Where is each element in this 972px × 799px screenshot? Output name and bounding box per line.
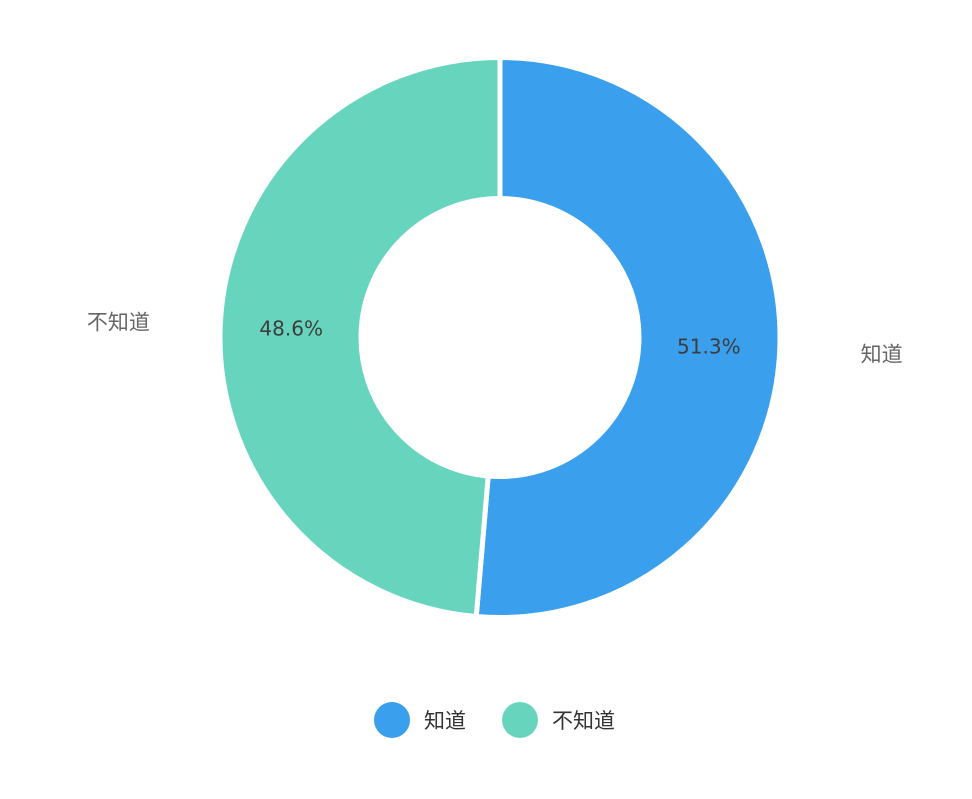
slice-not-know[interactable] bbox=[217, 55, 503, 619]
legend-item-not-know[interactable]: 不知道 bbox=[502, 702, 615, 738]
labels: 51.3% 知道 48.6% 不知道 bbox=[87, 310, 903, 366]
data-label-know: 51.3% bbox=[677, 334, 741, 358]
legend-label-not-know: 不知道 bbox=[552, 709, 615, 733]
category-label-not-know: 不知道 bbox=[87, 310, 150, 334]
legend-label-know: 知道 bbox=[424, 709, 466, 733]
legend-marker-know bbox=[374, 702, 410, 738]
data-label-not-know: 48.6% bbox=[259, 317, 323, 341]
legend-item-know[interactable]: 知道 bbox=[374, 702, 466, 738]
legend-marker-not-know bbox=[502, 702, 538, 738]
category-label-know: 知道 bbox=[861, 343, 903, 367]
legend: 知道 不知道 bbox=[374, 702, 615, 738]
slice-know[interactable] bbox=[473, 55, 783, 620]
slices bbox=[217, 55, 783, 620]
